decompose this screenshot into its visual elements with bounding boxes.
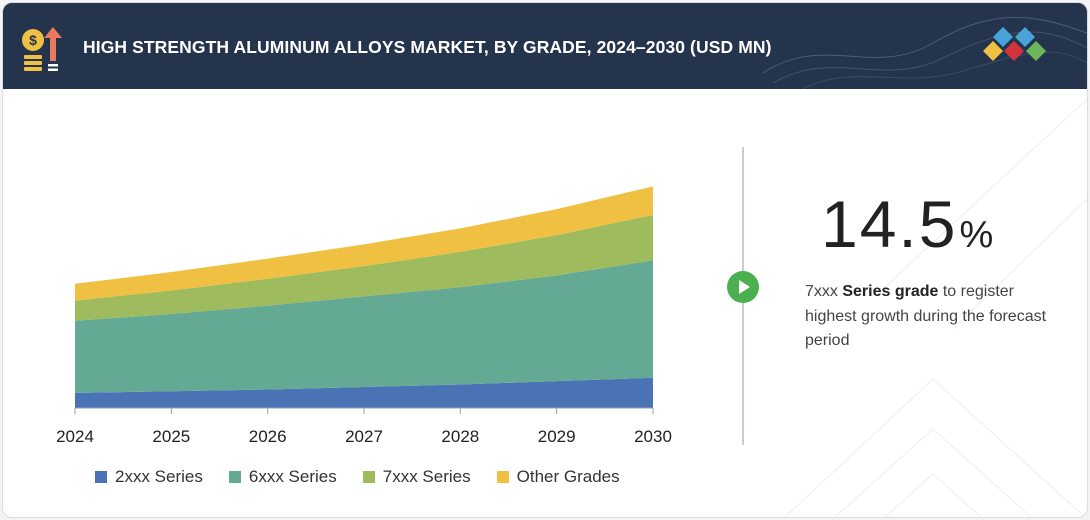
stacked-area-chart: 2024 2025 2026 2027 2028 2029 2030: [56, 186, 672, 446]
kpi-description: 7xxx Series grade to register highest gr…: [805, 280, 1055, 354]
kpi-desc-prefix: 7xxx: [805, 283, 843, 300]
kpi-number: 14.5: [821, 187, 958, 261]
chart-legend: 2xxx Series 6xxx Series 7xxx Series Othe…: [95, 466, 646, 488]
money-growth-icon: $: [22, 27, 62, 71]
area-other-grades: [75, 186, 653, 301]
x-tick-label-2026: 2026: [249, 427, 287, 446]
chart-title: HIGH STRENGTH ALUMINUM ALLOYS MARKET, BY…: [83, 37, 772, 57]
legend-item-7xxx: 7xxx Series: [362, 467, 471, 487]
legend-swatch-other: [496, 471, 509, 483]
header-wave-decoration: [763, 16, 1087, 89]
legend-label-2xxx: 2xxx Series: [115, 467, 203, 486]
legend-item-2xxx: 2xxx Series: [95, 467, 203, 487]
x-tick-label-2024: 2024: [56, 427, 94, 446]
background-line-pattern: [784, 98, 1087, 517]
x-tick-label-2029: 2029: [538, 427, 576, 446]
x-tick-label-2027: 2027: [345, 427, 383, 446]
area-2xxx-series: [75, 377, 653, 408]
brand-diamond-logo: [983, 27, 1046, 61]
x-tick-label-2030: 2030: [634, 427, 672, 446]
legend-swatch-6xxx: [228, 471, 241, 483]
header-bar: $ HIGH STRENGTH ALUMINUM ALLOYS MARKET, …: [3, 3, 1087, 89]
x-tick-label-2025: 2025: [152, 427, 190, 446]
legend-swatch-2xxx: [95, 471, 107, 483]
legend-swatch-7xxx: [362, 471, 375, 483]
svg-text:$: $: [29, 32, 37, 48]
area-layer: [75, 186, 653, 408]
legend-label-7xxx: 7xxx Series: [382, 467, 471, 486]
legend-item-other: Other Grades: [496, 467, 620, 487]
kpi-value: 14.5%: [821, 191, 993, 257]
kpi-unit: %: [959, 214, 994, 256]
area-6xxx-series: [75, 260, 653, 393]
legend-label-6xxx: 6xxx Series: [248, 467, 337, 486]
kpi-desc-bold: Series grade: [842, 283, 939, 300]
kpi-desc-suffix: to register highest growth during the fo…: [805, 283, 1047, 349]
x-tick-label-2028: 2028: [441, 427, 479, 446]
legend-item-6xxx: 6xxx Series: [228, 467, 337, 487]
play-icon[interactable]: [726, 270, 760, 304]
area-7xxx-series: [75, 214, 653, 321]
x-axis-ticks: 2024 2025 2026 2027 2028 2029 2030: [56, 408, 672, 446]
legend-label-other: Other Grades: [516, 467, 620, 486]
